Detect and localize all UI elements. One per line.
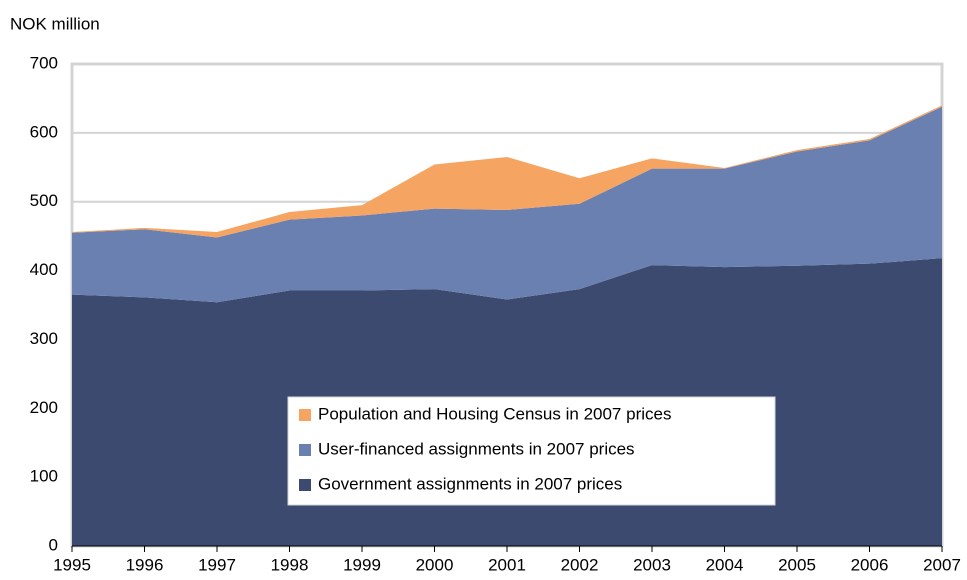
legend-box xyxy=(287,396,776,506)
x-tick-label: 1999 xyxy=(343,555,381,574)
x-tick-label: 2006 xyxy=(851,555,889,574)
y-axis-label: NOK million xyxy=(10,14,100,33)
legend: Population and Housing Census in 2007 pr… xyxy=(287,396,776,506)
y-tick-label: 700 xyxy=(30,53,58,72)
x-tick-label: 2007 xyxy=(923,555,961,574)
x-tick-label: 1998 xyxy=(271,555,309,574)
y-tick-label: 0 xyxy=(49,535,58,554)
y-tick-label: 300 xyxy=(30,329,58,348)
x-tick-label: 2001 xyxy=(488,555,526,574)
x-tick-label: 2005 xyxy=(778,555,816,574)
legend-label: Population and Housing Census in 2007 pr… xyxy=(318,404,671,423)
x-tick-label: 1996 xyxy=(126,555,164,574)
legend-swatch xyxy=(299,479,311,491)
y-tick-label: 100 xyxy=(30,467,58,486)
x-tick-label: 1997 xyxy=(198,555,236,574)
y-tick-label: 600 xyxy=(30,122,58,141)
legend-swatch xyxy=(299,444,311,456)
y-tick-label: 500 xyxy=(30,191,58,210)
x-tick-label: 2003 xyxy=(633,555,671,574)
legend-label: Government assignments in 2007 prices xyxy=(318,474,622,493)
y-tick-label: 200 xyxy=(30,398,58,417)
legend-swatch xyxy=(299,409,311,421)
x-tick-label: 2002 xyxy=(561,555,599,574)
area xyxy=(72,106,942,303)
x-tick-label: 2000 xyxy=(416,555,454,574)
x-tick-label: 1995 xyxy=(53,555,91,574)
area xyxy=(72,105,942,238)
x-tick-label: 2004 xyxy=(706,555,744,574)
y-tick-label: 400 xyxy=(30,260,58,279)
legend-label: User-financed assignments in 2007 prices xyxy=(318,439,635,458)
